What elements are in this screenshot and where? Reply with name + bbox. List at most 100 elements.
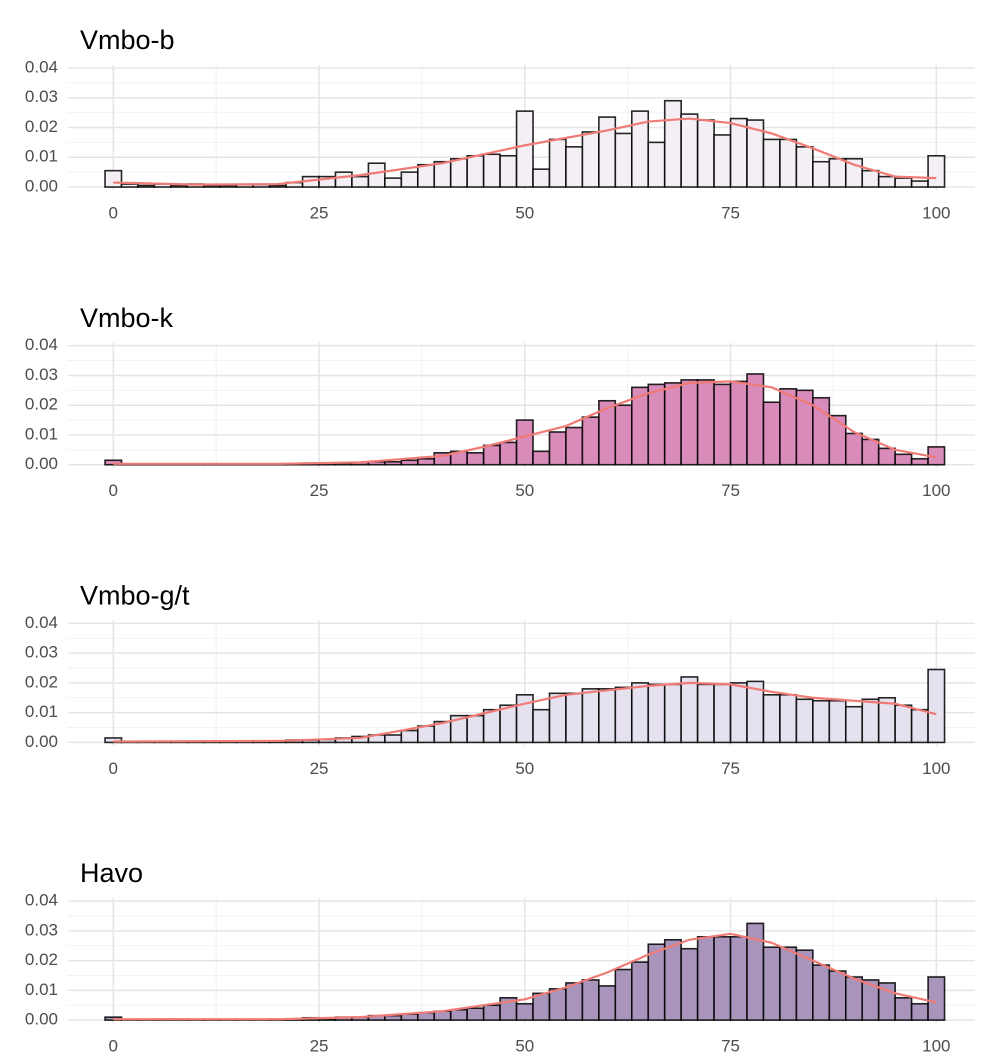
histogram-bar	[894, 453, 913, 466]
histogram-bar	[466, 714, 485, 744]
x-tick-label: 75	[721, 759, 740, 778]
histogram-bar	[466, 1007, 485, 1021]
histogram-bar	[696, 935, 715, 1021]
histogram-bar	[466, 452, 485, 466]
x-tick-label: 25	[310, 759, 329, 778]
histogram-bar	[598, 985, 617, 1021]
histogram-bar	[844, 976, 864, 1021]
y-tick-label: 0.00	[25, 1010, 58, 1029]
histogram-bar	[647, 383, 666, 466]
histogram-bar	[647, 141, 666, 188]
histogram-bar	[170, 184, 189, 188]
histogram-bar	[647, 943, 666, 1021]
histogram-bar	[927, 154, 946, 188]
histogram-bar	[548, 692, 567, 744]
histogram-bar	[696, 683, 715, 744]
histogram-bar	[482, 708, 501, 744]
histogram-bar	[828, 414, 847, 466]
histogram-bar	[367, 162, 386, 188]
histogram-bar	[877, 447, 896, 466]
histogram-bar	[779, 388, 798, 466]
histogram-bar	[384, 1014, 403, 1021]
histogram-bar	[466, 154, 485, 188]
histogram-bar	[910, 457, 929, 466]
histogram-bar	[680, 947, 699, 1021]
histogram-bar	[614, 132, 633, 188]
histogram-bar	[104, 459, 123, 466]
histogram-bar	[762, 946, 781, 1021]
y-tick-label: 0.02	[25, 395, 58, 414]
histogram-bar	[894, 997, 913, 1021]
y-tick-label: 0.02	[25, 950, 58, 969]
x-tick-label: 25	[310, 481, 329, 500]
histogram-bar	[581, 688, 600, 744]
histogram-bar	[696, 379, 715, 466]
histogram-bar	[927, 976, 946, 1021]
histogram-bar	[779, 946, 798, 1021]
histogram-bar	[663, 938, 682, 1021]
histogram-bar	[844, 705, 864, 744]
x-tick-label: 0	[109, 203, 118, 222]
density-curve	[113, 380, 937, 465]
y-tick-label: 0.03	[25, 365, 58, 384]
histogram-bar	[779, 694, 798, 744]
histogram-bar	[433, 160, 452, 188]
histogram-bar	[268, 184, 287, 188]
histogram-bar	[565, 692, 584, 744]
y-tick-label: 0.00	[25, 732, 58, 751]
x-tick-label: 75	[721, 203, 740, 222]
histogram-bar	[680, 379, 699, 466]
x-tick-label: 25	[310, 1037, 329, 1056]
histogram-bar	[795, 698, 814, 744]
x-tick-label: 50	[515, 481, 534, 500]
histogram-bar	[713, 383, 732, 466]
histogram-bar	[663, 99, 682, 188]
histogram-bar	[614, 686, 633, 744]
y-tick-label: 0.03	[25, 643, 58, 662]
histogram-bar	[416, 457, 436, 466]
histogram-bar	[384, 177, 403, 188]
histogram-bar	[812, 964, 831, 1021]
histogram-bar	[680, 676, 699, 744]
x-tick-label: 75	[721, 1037, 740, 1056]
y-tick-label: 0.04	[25, 335, 58, 354]
histogram-bar	[713, 935, 732, 1021]
histogram-bar	[894, 177, 913, 188]
histogram-bar	[614, 404, 633, 466]
histogram-bar	[877, 175, 896, 188]
histogram-bar	[120, 183, 139, 188]
histogram-bar	[416, 163, 436, 188]
density-curve	[113, 932, 937, 1021]
histogram-bar	[400, 171, 419, 188]
x-tick-label: 50	[515, 759, 534, 778]
histogram-bar	[861, 169, 880, 188]
y-tick-label: 0.04	[25, 613, 58, 632]
histogram-bar	[762, 694, 781, 744]
histogram-bar	[482, 153, 501, 188]
panel-title: Vmbo-k	[80, 303, 174, 333]
y-tick-label: 0.02	[25, 672, 58, 691]
histogram-bar	[104, 737, 123, 744]
histogram-bar	[219, 185, 238, 188]
histogram-bar	[713, 134, 732, 188]
y-tick-label: 0.02	[25, 117, 58, 136]
histogram-bar	[499, 154, 518, 188]
histogram-bar	[400, 459, 419, 466]
histogram-bar	[548, 988, 567, 1021]
histogram-bar	[779, 138, 798, 188]
histogram-bar	[729, 935, 748, 1021]
panel-title: Vmbo-g/t	[80, 581, 190, 611]
histogram-bar	[581, 416, 600, 466]
histogram-bar	[515, 1002, 534, 1021]
histogram-bar	[762, 138, 781, 188]
histogram-bar	[729, 117, 748, 188]
histogram-bar	[482, 1004, 501, 1021]
histogram-bar	[548, 431, 567, 466]
histogram-bar	[910, 708, 929, 744]
histogram-bar	[384, 460, 403, 466]
y-tick-label: 0.03	[25, 920, 58, 939]
histogram-bar	[598, 116, 617, 188]
histogram-bar	[910, 180, 929, 188]
x-tick-label: 100	[922, 203, 950, 222]
